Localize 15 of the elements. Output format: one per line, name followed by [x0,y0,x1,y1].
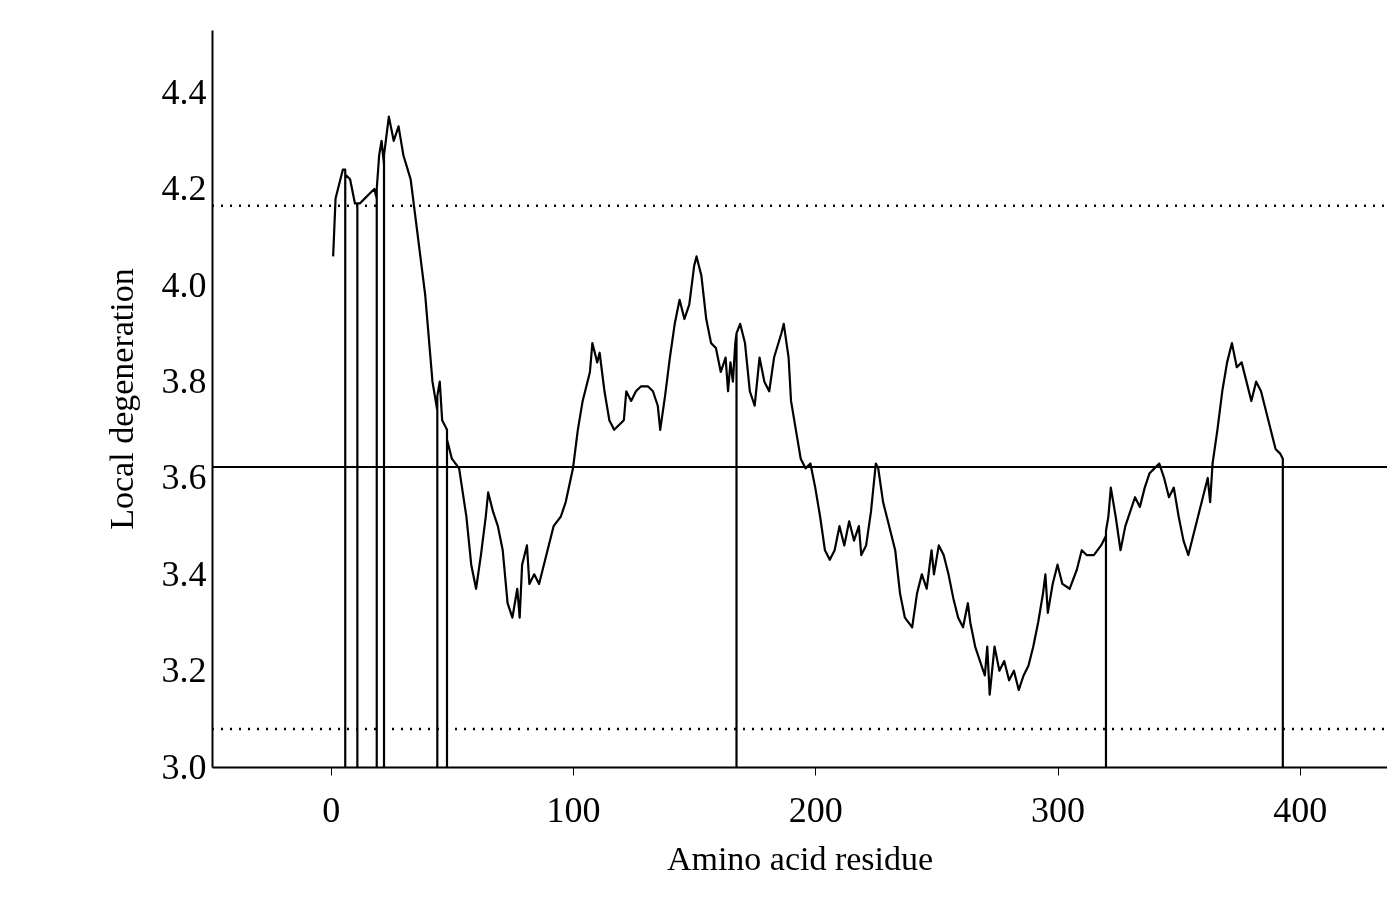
x-tick-label: 400 [1273,789,1328,830]
y-tick-label: 3.6 [161,457,207,498]
x-tick-label: 300 [1031,789,1086,830]
y-tick-label: 4.0 [161,264,207,305]
y-tick-label: 3.8 [161,361,207,402]
x-tick-label: 0 [322,789,341,830]
y-tick-label: 3.0 [161,746,207,787]
x-tick-label: 100 [546,789,601,830]
x-tick-label: 200 [788,789,843,830]
y-axis-title: Local degeneration [102,268,140,530]
y-tick-label: 4.4 [161,72,207,113]
y-tick-label: 3.4 [161,553,207,594]
y-tick-label: 3.2 [161,650,207,691]
y-tick-label: 4.2 [161,168,207,209]
x-axis-title: Amino acid residue [666,839,934,877]
